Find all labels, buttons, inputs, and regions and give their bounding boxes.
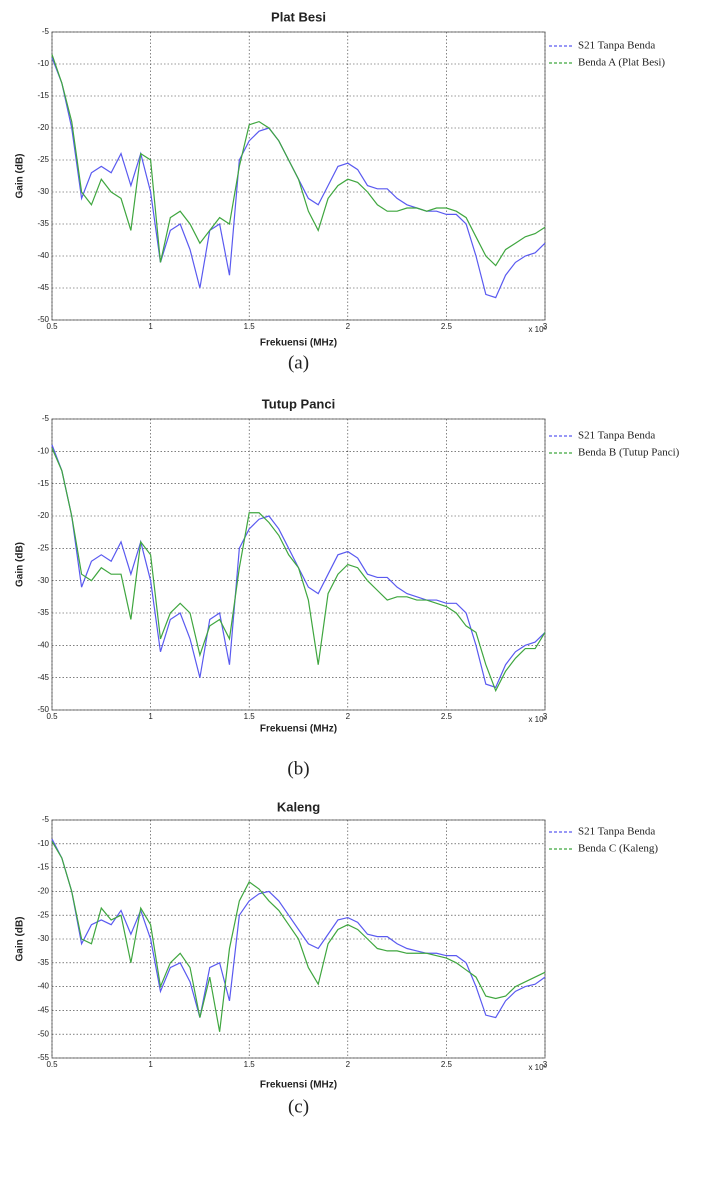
x-tick-label: 1 xyxy=(148,322,153,331)
y-axis-label: Gain (dB) xyxy=(15,542,26,587)
x-tick-label: 2.5 xyxy=(441,322,453,331)
x-tick-label: 1 xyxy=(148,712,153,721)
y-tick-label: -30 xyxy=(37,187,49,196)
plot-area xyxy=(51,418,546,711)
legend-label: Benda B (Tutup Panci) xyxy=(578,447,680,459)
y-tick-label: -50 xyxy=(37,315,49,324)
y-tick-label: -40 xyxy=(37,640,49,649)
y-tick-label: -35 xyxy=(37,958,49,967)
x-scale-label: x 10⁹ xyxy=(528,325,547,334)
x-axis-label: Frekuensi (MHz) xyxy=(260,724,337,735)
x-tick-label: 3 xyxy=(543,712,548,721)
x-tick-label: 1.5 xyxy=(244,322,256,331)
legend-label: S21 Tanpa Benda xyxy=(578,826,655,838)
caption: (a) xyxy=(288,352,309,373)
series-line xyxy=(51,841,546,1032)
x-tick-label: 2 xyxy=(346,1060,351,1069)
legend-label: S21 Tanpa Benda xyxy=(578,430,655,442)
x-axis-label: Frekuensi (MHz) xyxy=(260,1080,337,1091)
x-tick-label: 1.5 xyxy=(244,1060,256,1069)
x-tick-label: 3 xyxy=(543,1060,548,1069)
x-tick-label: 0.5 xyxy=(46,322,58,331)
y-tick-label: -45 xyxy=(37,283,49,292)
x-tick-label: 1.5 xyxy=(244,712,256,721)
y-tick-label: -20 xyxy=(37,123,49,132)
y-tick-label: -10 xyxy=(37,446,49,455)
y-tick-label: -5 xyxy=(42,414,50,423)
y-tick-label: -15 xyxy=(37,479,49,488)
plot-area xyxy=(51,31,546,321)
y-tick-label: -15 xyxy=(37,91,49,100)
y-tick-label: -20 xyxy=(37,887,49,896)
y-tick-label: -50 xyxy=(37,705,49,714)
series-line xyxy=(51,447,546,693)
caption: (c) xyxy=(288,1096,309,1117)
y-tick-label: -30 xyxy=(37,934,49,943)
y-tick-label: -15 xyxy=(37,863,49,872)
x-axis-label: Frekuensi (MHz) xyxy=(260,338,337,349)
x-scale-label: x 10⁹ xyxy=(528,715,547,724)
x-scale-label: x 10⁹ xyxy=(528,1063,547,1072)
x-tick-label: 2 xyxy=(346,712,351,721)
caption: (b) xyxy=(287,758,309,779)
chart-title: Kaleng xyxy=(277,799,320,814)
y-tick-label: -20 xyxy=(37,511,49,520)
x-tick-label: 0.5 xyxy=(46,1060,58,1069)
y-tick-label: -5 xyxy=(42,815,50,824)
y-tick-label: -10 xyxy=(37,59,49,68)
y-axis-label: Gain (dB) xyxy=(15,154,26,199)
y-tick-label: -25 xyxy=(37,543,49,552)
y-tick-label: -35 xyxy=(37,608,49,617)
series-line xyxy=(51,54,546,267)
y-tick-label: -30 xyxy=(37,576,49,585)
chart-title: Plat Besi xyxy=(271,9,326,24)
x-tick-label: 1 xyxy=(148,1060,153,1069)
x-tick-label: 0.5 xyxy=(46,712,58,721)
x-tick-label: 2 xyxy=(346,322,351,331)
x-tick-label: 2.5 xyxy=(441,712,453,721)
y-tick-label: -5 xyxy=(42,27,50,36)
y-tick-label: -50 xyxy=(37,1029,49,1038)
y-tick-label: -45 xyxy=(37,1006,49,1015)
y-axis-label: Gain (dB) xyxy=(15,917,26,962)
x-tick-label: 3 xyxy=(543,322,548,331)
y-tick-label: -55 xyxy=(37,1053,49,1062)
y-tick-label: -25 xyxy=(37,155,49,164)
y-tick-label: -45 xyxy=(37,673,49,682)
legend-label: Benda C (Kaleng) xyxy=(578,843,658,855)
x-tick-label: 2.5 xyxy=(441,1060,453,1069)
y-tick-label: -10 xyxy=(37,839,49,848)
y-tick-label: -40 xyxy=(37,251,49,260)
y-tick-label: -35 xyxy=(37,219,49,228)
series-line xyxy=(51,838,546,1019)
legend-label: Benda A (Plat Besi) xyxy=(578,57,665,69)
legend-label: S21 Tanpa Benda xyxy=(578,40,655,52)
y-tick-label: -40 xyxy=(37,982,49,991)
chart-title: Tutup Panci xyxy=(262,396,335,411)
y-tick-label: -25 xyxy=(37,910,49,919)
